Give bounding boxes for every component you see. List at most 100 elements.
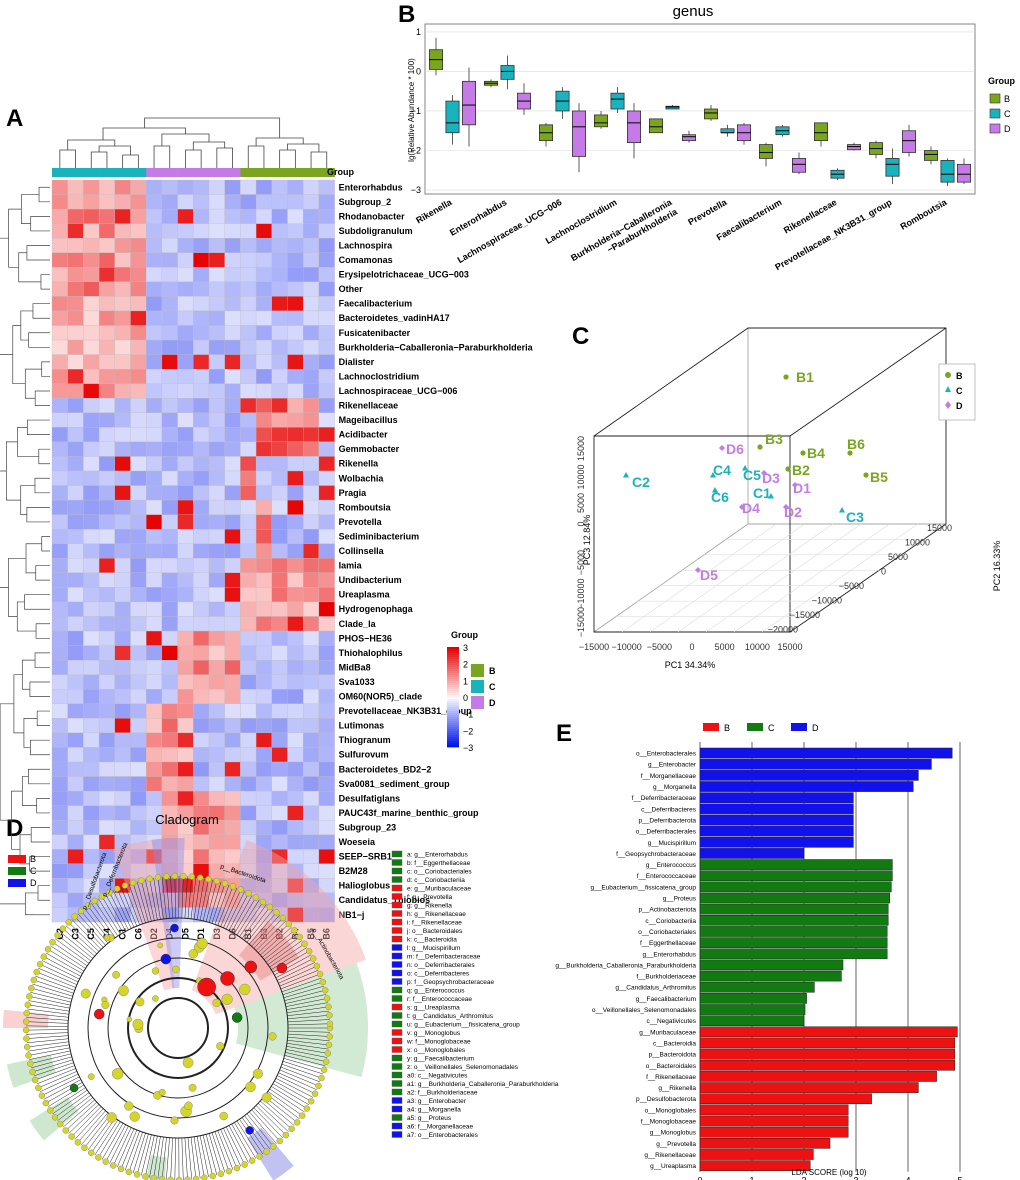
cladogram-key-swatch <box>391 961 403 968</box>
group-legend-label: D <box>489 698 496 708</box>
heatmap-cell <box>303 383 320 399</box>
cladogram-key-swatch <box>391 927 403 934</box>
heatmap-cell <box>240 398 257 413</box>
heatmap-cell <box>240 368 257 384</box>
cladogram-leaf-branch <box>27 1008 69 1015</box>
heatmap-cell <box>98 703 115 719</box>
heatmap-cell <box>271 805 288 821</box>
pca-x-tick: 5000 <box>715 642 735 652</box>
heatmap-cell <box>318 441 335 457</box>
pca-ticks: −15000 −10000 −5000 0 5000 10000 1500015000100… <box>576 436 952 652</box>
lda-category-label: o__Veillonellales_Selenomonadales <box>592 1007 697 1014</box>
cladogram-key-swatch <box>391 1114 403 1121</box>
heatmap-cell <box>146 790 163 806</box>
panel-label-c: C <box>572 323 589 350</box>
box-B <box>759 144 774 159</box>
heatmap-cell <box>161 645 178 661</box>
cladogram-leaf-branch <box>32 1059 73 1073</box>
cladogram-key-swatch <box>391 1003 403 1011</box>
heatmap-cell <box>193 572 210 588</box>
heatmap-cell <box>318 427 335 443</box>
heatmap-cell <box>161 339 178 355</box>
heatmap-cell <box>271 776 288 792</box>
cladogram-leaf-branch <box>244 906 271 941</box>
cladogram-leaf-branch <box>187 1137 193 1180</box>
heatmap-cell <box>287 834 304 850</box>
cladogram-leaf-node <box>192 1175 200 1180</box>
heatmap-cell <box>303 368 320 384</box>
pca-z-tick: 15000 <box>576 436 586 461</box>
heatmap-cell <box>146 645 163 661</box>
lda-bar <box>699 803 854 815</box>
cladogram-leaf-branch <box>157 1137 164 1179</box>
cladogram-leaf-node <box>150 1174 157 1180</box>
cladogram-key-swatch <box>391 1029 403 1036</box>
color-scale-step <box>447 659 459 662</box>
heatmap-cell <box>255 689 272 704</box>
heatmap-cell <box>224 252 241 268</box>
heatmap-cell <box>161 470 178 486</box>
heatmap-cell <box>224 238 241 253</box>
heatmap-cell <box>146 310 163 326</box>
pca-point-C5 <box>742 465 748 471</box>
heatmap-cell <box>287 296 304 312</box>
box-D <box>957 163 972 183</box>
cladogram-leaf-branch <box>149 1136 158 1178</box>
heatmap-cell <box>224 587 241 603</box>
heatmap-cell <box>83 630 100 646</box>
heatmap-cell <box>255 601 272 617</box>
cladogram-leaf-branch <box>62 1099 95 1128</box>
heatmap-cell <box>208 776 225 792</box>
color-scale-step <box>447 669 459 672</box>
boxplot-legend-label: D <box>1004 124 1011 134</box>
heatmap-cell <box>240 660 257 675</box>
heatmap-cell <box>161 485 178 501</box>
pca-x-tick: 10000 <box>745 642 770 652</box>
heatmap-cell <box>83 776 100 792</box>
heatmap-row-label: Pragia <box>339 488 368 498</box>
heatmap-cell <box>130 776 147 792</box>
cladogram-leaf-node <box>188 873 195 880</box>
cladogram-key-label: h: g__Rikenellaceae <box>407 911 466 918</box>
lda-bar <box>699 1059 956 1071</box>
heatmap-cell <box>303 267 320 282</box>
box-D <box>682 134 697 142</box>
heatmap-cell <box>224 354 241 370</box>
cladogram-key-swatch <box>391 935 403 943</box>
heatmap-row-label: Undibacterium <box>339 575 402 585</box>
cladogram-leaf-branch <box>39 964 79 983</box>
heatmap-cell <box>224 543 241 559</box>
heatmap-cell <box>161 514 178 530</box>
heatmap-cell <box>83 223 100 239</box>
heatmap-cell <box>177 310 194 326</box>
cladogram-key-label: p: f__Geopsychrobacteraceae <box>407 979 494 986</box>
heatmap-row-label: Wolbachia <box>339 473 385 483</box>
heatmap-cell <box>240 281 257 297</box>
heatmap-column-label: B3 <box>259 928 269 940</box>
col-branch <box>255 137 304 146</box>
heatmap-cell <box>240 776 257 792</box>
heatmap-cell <box>83 267 100 282</box>
heatmap-cell <box>193 718 210 734</box>
cladogram-leaf-branch <box>145 879 155 921</box>
cladogram-leaf-branch <box>65 925 97 955</box>
cladogram-leaf-branch <box>170 876 173 919</box>
cladogram-leaf-node <box>163 873 170 880</box>
cladogram-node <box>170 1116 179 1125</box>
row-branch <box>28 332 50 348</box>
cladogram-leaf-node <box>276 1137 283 1145</box>
cladogram-leaf-branch <box>140 1134 152 1176</box>
heatmap-cell <box>224 703 241 719</box>
heatmap-cell <box>177 689 194 704</box>
heatmap-cell <box>193 398 210 413</box>
heatmap-cell <box>271 703 288 719</box>
heatmap-row-label: Thiogranum <box>339 735 391 745</box>
cladogram-key-label: m: f__Deferribacteraceae <box>407 954 481 961</box>
heatmap-cell <box>161 732 178 748</box>
box-D <box>461 80 476 126</box>
